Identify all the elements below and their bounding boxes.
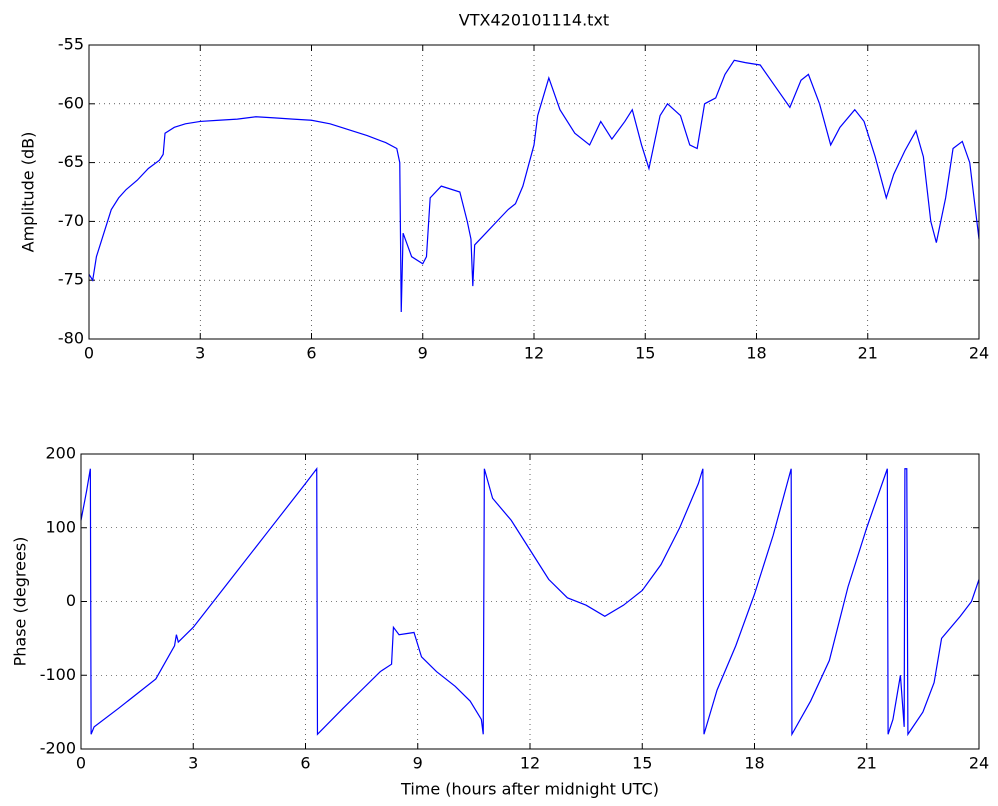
x-tick-label: 6 bbox=[300, 754, 310, 773]
y-tick-label: -80 bbox=[58, 329, 84, 348]
x-tick-label: 15 bbox=[635, 344, 655, 363]
x-tick-label: 24 bbox=[969, 344, 989, 363]
y-tick-label: -200 bbox=[40, 739, 76, 758]
x-tick-label: 15 bbox=[632, 754, 652, 773]
y-tick-label: 0 bbox=[66, 591, 76, 610]
x-tick-label: 6 bbox=[306, 344, 316, 363]
y-tick-label: -60 bbox=[58, 93, 84, 112]
x-tick-label: 18 bbox=[744, 754, 764, 773]
data-line bbox=[80, 466, 980, 737]
x-tick-label: 12 bbox=[520, 754, 540, 773]
y-tick-label: -100 bbox=[40, 665, 76, 684]
y-tick-label: 200 bbox=[45, 444, 76, 463]
x-tick-label: 12 bbox=[524, 344, 544, 363]
x-tick-label: 3 bbox=[188, 754, 198, 773]
x-tick-label: 0 bbox=[84, 344, 94, 363]
data-line bbox=[88, 59, 980, 312]
axes-box bbox=[80, 453, 980, 750]
y-tick-label: -70 bbox=[58, 211, 84, 230]
y-tick-label: -65 bbox=[58, 152, 84, 171]
x-tick-label: 21 bbox=[858, 344, 878, 363]
x-tick-label: 3 bbox=[195, 344, 205, 363]
x-tick-label: 0 bbox=[76, 754, 86, 773]
y-tick-label: -55 bbox=[58, 35, 84, 54]
plot-area bbox=[89, 45, 979, 339]
chart-title: VTX420101114.txt bbox=[459, 11, 609, 30]
y-tick-label: -75 bbox=[58, 270, 84, 289]
x-tick-label: 18 bbox=[746, 344, 766, 363]
x-tick-label: 21 bbox=[857, 754, 877, 773]
axes-box bbox=[88, 44, 980, 340]
x-axis-label: Time (hours after midnight UTC) bbox=[400, 780, 659, 799]
x-tick-label: 9 bbox=[418, 344, 428, 363]
y-tick-label: 100 bbox=[45, 517, 76, 536]
x-tick-label: 9 bbox=[413, 754, 423, 773]
x-tick-label: 24 bbox=[969, 754, 989, 773]
y-axis-label: Phase (degrees) bbox=[11, 537, 30, 667]
y-axis-label: Amplitude (dB) bbox=[19, 132, 38, 253]
